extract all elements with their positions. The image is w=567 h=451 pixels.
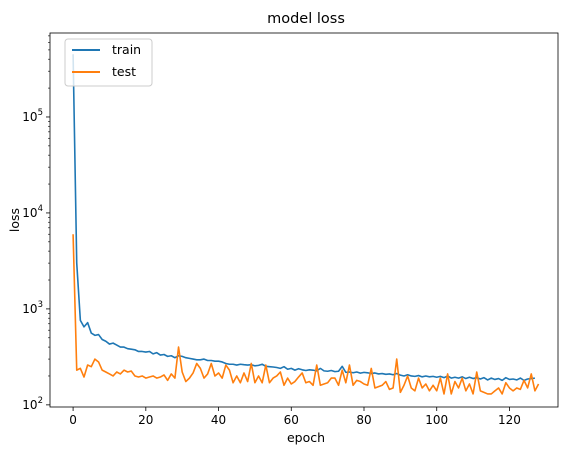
legend-label-test: test — [112, 64, 136, 79]
x-tick-label: 80 — [356, 413, 371, 427]
y-tick-label: 105 — [22, 108, 43, 124]
y-tick-label: 103 — [22, 300, 43, 316]
x-tick-label: 40 — [211, 413, 226, 427]
series-line-train — [72, 54, 536, 382]
plot-area — [49, 32, 559, 408]
x-tick-label: 120 — [498, 413, 521, 427]
x-tick-label: 100 — [425, 413, 448, 427]
chart-title: model loss — [267, 11, 345, 27]
y-tick-label: 104 — [22, 204, 43, 220]
x-tick-label: 20 — [138, 413, 153, 427]
legend: train test — [64, 38, 153, 87]
x-tick-label: 0 — [69, 413, 77, 427]
x-axis: 0 20 40 60 80 100 120 — [69, 407, 521, 427]
series-line-test — [72, 234, 540, 395]
y-axis-label: loss — [7, 208, 22, 232]
y-axis: 102 103 104 105 — [22, 35, 50, 412]
plot-frame — [49, 32, 559, 408]
x-tick-label: 60 — [284, 413, 299, 427]
x-axis-label: epoch — [287, 430, 325, 445]
series-layer — [72, 54, 540, 395]
legend-label-train: train — [112, 42, 141, 57]
y-tick-label: 102 — [22, 396, 43, 412]
